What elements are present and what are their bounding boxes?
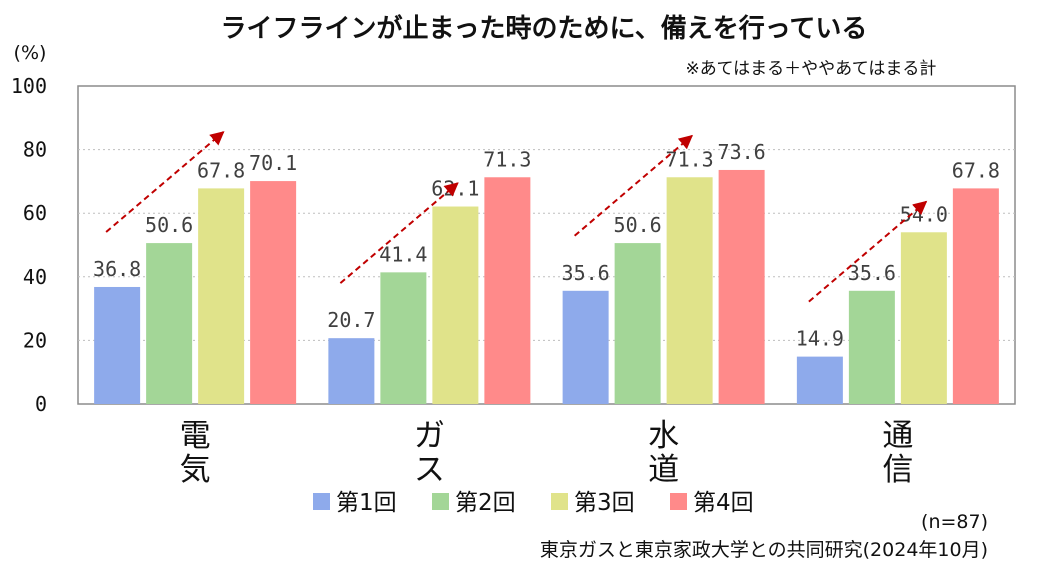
y-tick-label: 80 xyxy=(23,138,47,162)
plot-area xyxy=(77,85,1016,405)
bars xyxy=(94,169,999,404)
bar xyxy=(796,356,843,404)
y-tick-label: 60 xyxy=(23,201,47,225)
category-label: 通信 xyxy=(882,418,913,488)
data-label: 20.7 xyxy=(327,308,375,332)
legend-swatch xyxy=(432,493,449,510)
category-label: 電気 xyxy=(180,418,211,488)
data-label: 67.8 xyxy=(197,158,245,182)
legend-label: 第4回 xyxy=(693,490,754,516)
bar xyxy=(250,181,297,404)
legend-swatch xyxy=(313,493,330,510)
data-label: 71.3 xyxy=(483,147,531,171)
data-label: 41.4 xyxy=(379,242,427,266)
legend-swatch xyxy=(551,493,568,510)
data-label: 67.8 xyxy=(952,158,1000,182)
bar xyxy=(952,188,999,404)
bar xyxy=(198,188,245,404)
legend-label: 第2回 xyxy=(455,490,516,516)
chart-title: ライフラインが止まった時のために、備えを行っている xyxy=(221,13,868,44)
bar xyxy=(328,338,375,404)
bar xyxy=(614,243,661,404)
trend-arrow xyxy=(105,131,225,233)
bar xyxy=(380,272,427,404)
trend-arrows xyxy=(105,131,928,303)
data-labels: 36.850.667.8 70.120.741.462.171.335.650.6… xyxy=(93,140,1000,351)
bar xyxy=(432,206,479,404)
trend-arrow xyxy=(573,134,693,237)
bar xyxy=(94,286,141,404)
legend-swatch xyxy=(670,493,687,510)
data-label: 35.6 xyxy=(562,261,610,285)
bar xyxy=(484,177,531,404)
source-credit: 東京ガスと東京家政大学との共同研究(2024年10月) xyxy=(540,539,988,561)
legend: 第1回 第2回 第3回 第4回 xyxy=(313,490,754,516)
bar xyxy=(900,232,947,404)
data-label: 70.1 xyxy=(249,151,297,175)
trend-arrow xyxy=(808,200,928,303)
category-label: 水道 xyxy=(648,418,679,488)
legend-label: 第1回 xyxy=(336,490,397,516)
y-tick-label: 40 xyxy=(23,265,47,289)
data-label: 35.6 xyxy=(848,261,896,285)
bar xyxy=(562,290,609,404)
category-label: ガス xyxy=(414,418,445,488)
data-label: 36.8 xyxy=(93,257,141,281)
data-label: 50.6 xyxy=(145,213,193,237)
data-label: 14.9 xyxy=(796,327,844,351)
bar xyxy=(666,177,713,404)
category-labels: 電気 ガス 水道 通信 xyxy=(180,418,914,488)
data-label: 54.0 xyxy=(900,202,948,226)
data-label: 62.1 xyxy=(431,177,479,201)
data-label: 73.6 xyxy=(718,140,766,164)
y-tick-label: 20 xyxy=(23,328,47,352)
data-label: 71.3 xyxy=(666,147,714,171)
bar xyxy=(146,243,193,404)
y-tick-label: 100 xyxy=(11,74,47,98)
sample-size: (n=87) xyxy=(921,511,988,533)
y-axis-ticks: 0 20 40 60 80 100 xyxy=(11,74,47,416)
chart-note: ※あてはまる＋ややあてはまる計 xyxy=(686,59,937,79)
trend-arrow xyxy=(339,182,459,284)
bar xyxy=(848,290,895,404)
y-axis-unit: (%) xyxy=(14,42,47,64)
y-tick-label: 0 xyxy=(35,392,47,416)
legend-label: 第3回 xyxy=(574,490,635,516)
data-label: 50.6 xyxy=(614,213,662,237)
bar xyxy=(718,169,765,404)
